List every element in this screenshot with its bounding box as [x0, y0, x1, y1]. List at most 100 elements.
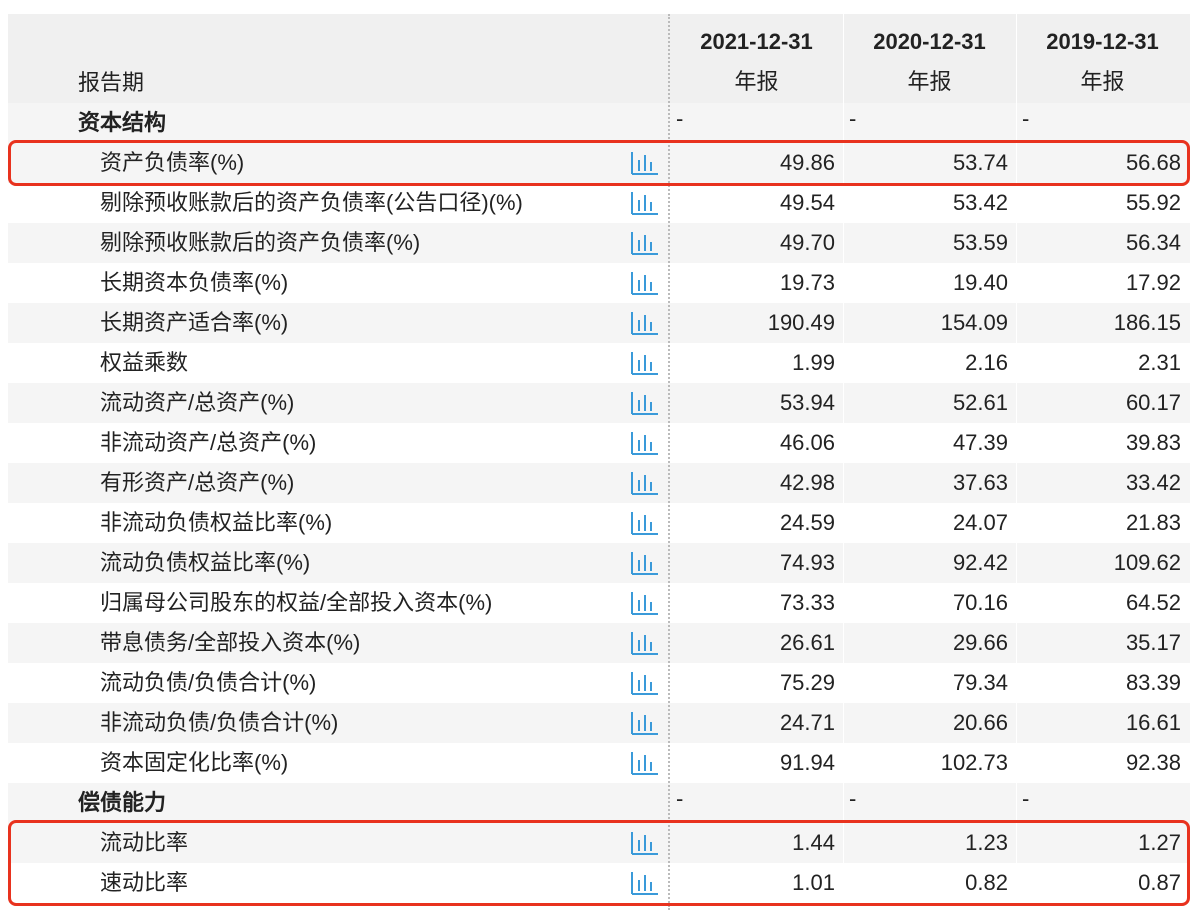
row-label: 权益乘数 — [100, 350, 189, 375]
chart-icon[interactable] — [630, 830, 660, 856]
value: 1.99 — [792, 350, 835, 375]
value: 19.40 — [952, 270, 1008, 295]
section-title: 资本结构 — [78, 110, 167, 135]
row-label: 有形资产/总资产(%) — [100, 470, 295, 495]
value: 1.23 — [965, 830, 1008, 855]
row-label: 长期资本负债率(%) — [100, 270, 289, 295]
value: 39.83 — [1125, 430, 1181, 455]
value: 1.01 — [792, 870, 835, 895]
section-row — [8, 783, 1190, 824]
chart-icon[interactable] — [630, 750, 660, 776]
value: 2.16 — [965, 350, 1008, 375]
chart-icon[interactable] — [630, 470, 660, 496]
row-label: 长期资产适合率(%) — [100, 310, 289, 335]
value: 92.38 — [1125, 750, 1181, 775]
placeholder: - — [849, 786, 857, 811]
data-row — [8, 303, 1190, 344]
value: 33.42 — [1125, 470, 1181, 495]
value: 21.83 — [1125, 510, 1181, 535]
value: 53.74 — [952, 150, 1008, 175]
chart-icon[interactable] — [630, 270, 660, 296]
chart-icon[interactable] — [630, 590, 660, 616]
value: 102.73 — [940, 750, 1008, 775]
chart-icon[interactable] — [630, 150, 660, 176]
header-kind: 年报 — [734, 69, 779, 94]
value: 52.61 — [952, 390, 1008, 415]
value: 70.16 — [952, 590, 1008, 615]
row-label: 流动负债/负债合计(%) — [100, 670, 317, 695]
chart-icon[interactable] — [630, 550, 660, 576]
header-label: 报告期 — [78, 70, 145, 95]
row-label: 非流动资产/总资产(%) — [100, 430, 317, 455]
chart-icon[interactable] — [630, 630, 660, 656]
value: 79.34 — [952, 670, 1008, 695]
value: 2.31 — [1138, 350, 1181, 375]
data-row — [8, 503, 1190, 544]
chart-icon[interactable] — [630, 310, 660, 336]
value: 56.68 — [1125, 150, 1181, 175]
header-kind: 年报 — [1080, 69, 1125, 94]
chart-icon[interactable] — [630, 350, 660, 376]
value: 49.70 — [779, 230, 835, 255]
value: 55.92 — [1125, 190, 1181, 215]
value: 64.52 — [1125, 590, 1181, 615]
header-kind: 年报 — [907, 69, 952, 94]
chart-icon[interactable] — [630, 710, 660, 736]
value: 73.33 — [779, 590, 835, 615]
value: 29.66 — [952, 630, 1008, 655]
chart-icon[interactable] — [630, 190, 660, 216]
value: 19.73 — [779, 270, 835, 295]
value: 53.59 — [952, 230, 1008, 255]
value: 53.94 — [779, 390, 835, 415]
value: 83.39 — [1125, 670, 1181, 695]
chart-icon[interactable] — [630, 870, 660, 896]
data-row — [8, 863, 1190, 904]
section-title: 偿债能力 — [78, 790, 167, 815]
value: 37.63 — [952, 470, 1008, 495]
chart-icon[interactable] — [630, 390, 660, 416]
placeholder: - — [1022, 106, 1030, 131]
value: 0.87 — [1138, 870, 1181, 895]
value: 92.42 — [952, 550, 1008, 575]
value: 35.17 — [1125, 630, 1181, 655]
value: 24.71 — [779, 710, 835, 735]
value: 24.07 — [952, 510, 1008, 535]
row-label: 非流动负债/负债合计(%) — [100, 710, 339, 735]
value: 109.62 — [1113, 550, 1181, 575]
value: 17.92 — [1125, 270, 1181, 295]
value: 91.94 — [779, 750, 835, 775]
row-label: 归属母公司股东的权益/全部投入资本(%) — [100, 590, 493, 615]
value: 74.93 — [779, 550, 835, 575]
row-label: 带息债务/全部投入资本(%) — [100, 630, 361, 655]
chart-icon[interactable] — [630, 670, 660, 696]
value: 190.49 — [767, 310, 835, 335]
data-row — [8, 623, 1190, 664]
value: 42.98 — [779, 470, 835, 495]
row-label: 资本固定化比率(%) — [100, 750, 289, 775]
header-date: 2019-12-31 — [1046, 29, 1159, 54]
value: 24.59 — [779, 510, 835, 535]
value: 0.82 — [965, 870, 1008, 895]
chart-icon[interactable] — [630, 430, 660, 456]
value: 20.66 — [952, 710, 1008, 735]
chart-icon[interactable] — [630, 230, 660, 256]
value: 26.61 — [779, 630, 835, 655]
highlight-box — [8, 140, 1190, 186]
row-label: 速动比率 — [100, 870, 189, 895]
row-label: 剔除预收账款后的资产负债率(%) — [100, 230, 421, 255]
row-label: 资产负债率(%) — [100, 150, 245, 175]
data-row — [8, 463, 1190, 504]
chart-icon[interactable] — [630, 510, 660, 536]
value: 1.44 — [792, 830, 835, 855]
data-row — [8, 423, 1190, 464]
placeholder: - — [676, 106, 684, 131]
placeholder: - — [849, 106, 857, 131]
section-row — [8, 103, 1190, 144]
value: 47.39 — [952, 430, 1008, 455]
data-row — [8, 143, 1190, 184]
value: 46.06 — [779, 430, 835, 455]
row-label: 非流动负债权益比率(%) — [100, 510, 333, 535]
value: 154.09 — [940, 310, 1008, 335]
row-label: 流动负债权益比率(%) — [100, 550, 311, 575]
